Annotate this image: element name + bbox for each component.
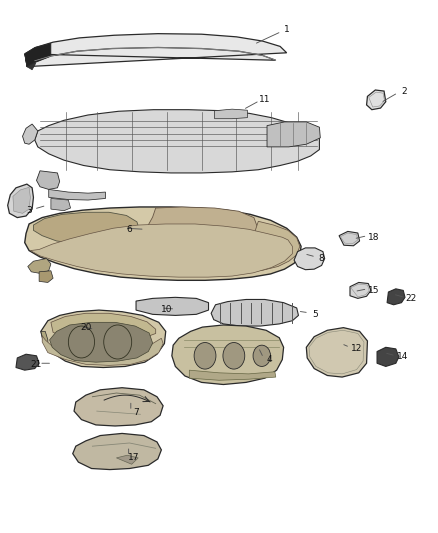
- Polygon shape: [30, 224, 292, 277]
- Polygon shape: [33, 212, 140, 244]
- Polygon shape: [13, 187, 30, 213]
- Text: 2: 2: [402, 86, 407, 95]
- Polygon shape: [41, 310, 166, 368]
- Polygon shape: [387, 289, 405, 305]
- Polygon shape: [25, 43, 51, 67]
- Text: 1: 1: [284, 26, 290, 35]
- Text: 10: 10: [161, 304, 173, 313]
- Polygon shape: [146, 207, 258, 251]
- Polygon shape: [339, 231, 360, 246]
- Text: 22: 22: [406, 294, 417, 303]
- Polygon shape: [51, 198, 71, 211]
- Polygon shape: [189, 370, 276, 380]
- Text: 11: 11: [259, 94, 271, 103]
- Polygon shape: [211, 300, 298, 326]
- Text: 18: 18: [368, 233, 380, 242]
- Polygon shape: [49, 189, 106, 200]
- Polygon shape: [25, 34, 287, 67]
- Polygon shape: [215, 109, 247, 119]
- Polygon shape: [36, 171, 60, 189]
- Text: 6: 6: [127, 225, 132, 234]
- Polygon shape: [22, 124, 38, 144]
- Text: 15: 15: [368, 286, 380, 295]
- Polygon shape: [117, 455, 138, 464]
- Text: 12: 12: [351, 344, 362, 353]
- Polygon shape: [51, 313, 155, 340]
- Polygon shape: [41, 332, 48, 348]
- Circle shape: [194, 343, 216, 369]
- Polygon shape: [294, 248, 325, 270]
- Polygon shape: [73, 433, 161, 470]
- Text: 5: 5: [312, 310, 318, 319]
- Circle shape: [223, 343, 245, 369]
- Polygon shape: [267, 122, 320, 147]
- Polygon shape: [240, 221, 300, 272]
- Polygon shape: [74, 387, 163, 426]
- Text: 14: 14: [397, 352, 408, 361]
- Polygon shape: [25, 54, 35, 70]
- Polygon shape: [49, 322, 152, 362]
- Polygon shape: [367, 90, 386, 110]
- Polygon shape: [350, 282, 371, 298]
- Polygon shape: [8, 184, 33, 217]
- Polygon shape: [306, 328, 367, 377]
- Polygon shape: [377, 348, 399, 367]
- Text: 7: 7: [133, 408, 139, 417]
- Text: 4: 4: [266, 355, 272, 364]
- Circle shape: [253, 345, 271, 367]
- Text: 17: 17: [128, 454, 140, 463]
- Text: 20: 20: [80, 323, 92, 332]
- Polygon shape: [136, 297, 208, 316]
- Polygon shape: [42, 336, 163, 366]
- Text: 21: 21: [30, 360, 41, 369]
- Text: 3: 3: [26, 206, 32, 215]
- Polygon shape: [16, 354, 39, 370]
- Polygon shape: [35, 110, 319, 173]
- Polygon shape: [28, 259, 51, 273]
- Polygon shape: [39, 271, 53, 282]
- Polygon shape: [25, 207, 301, 280]
- Text: 8: 8: [319, 254, 325, 263]
- Polygon shape: [172, 325, 284, 384]
